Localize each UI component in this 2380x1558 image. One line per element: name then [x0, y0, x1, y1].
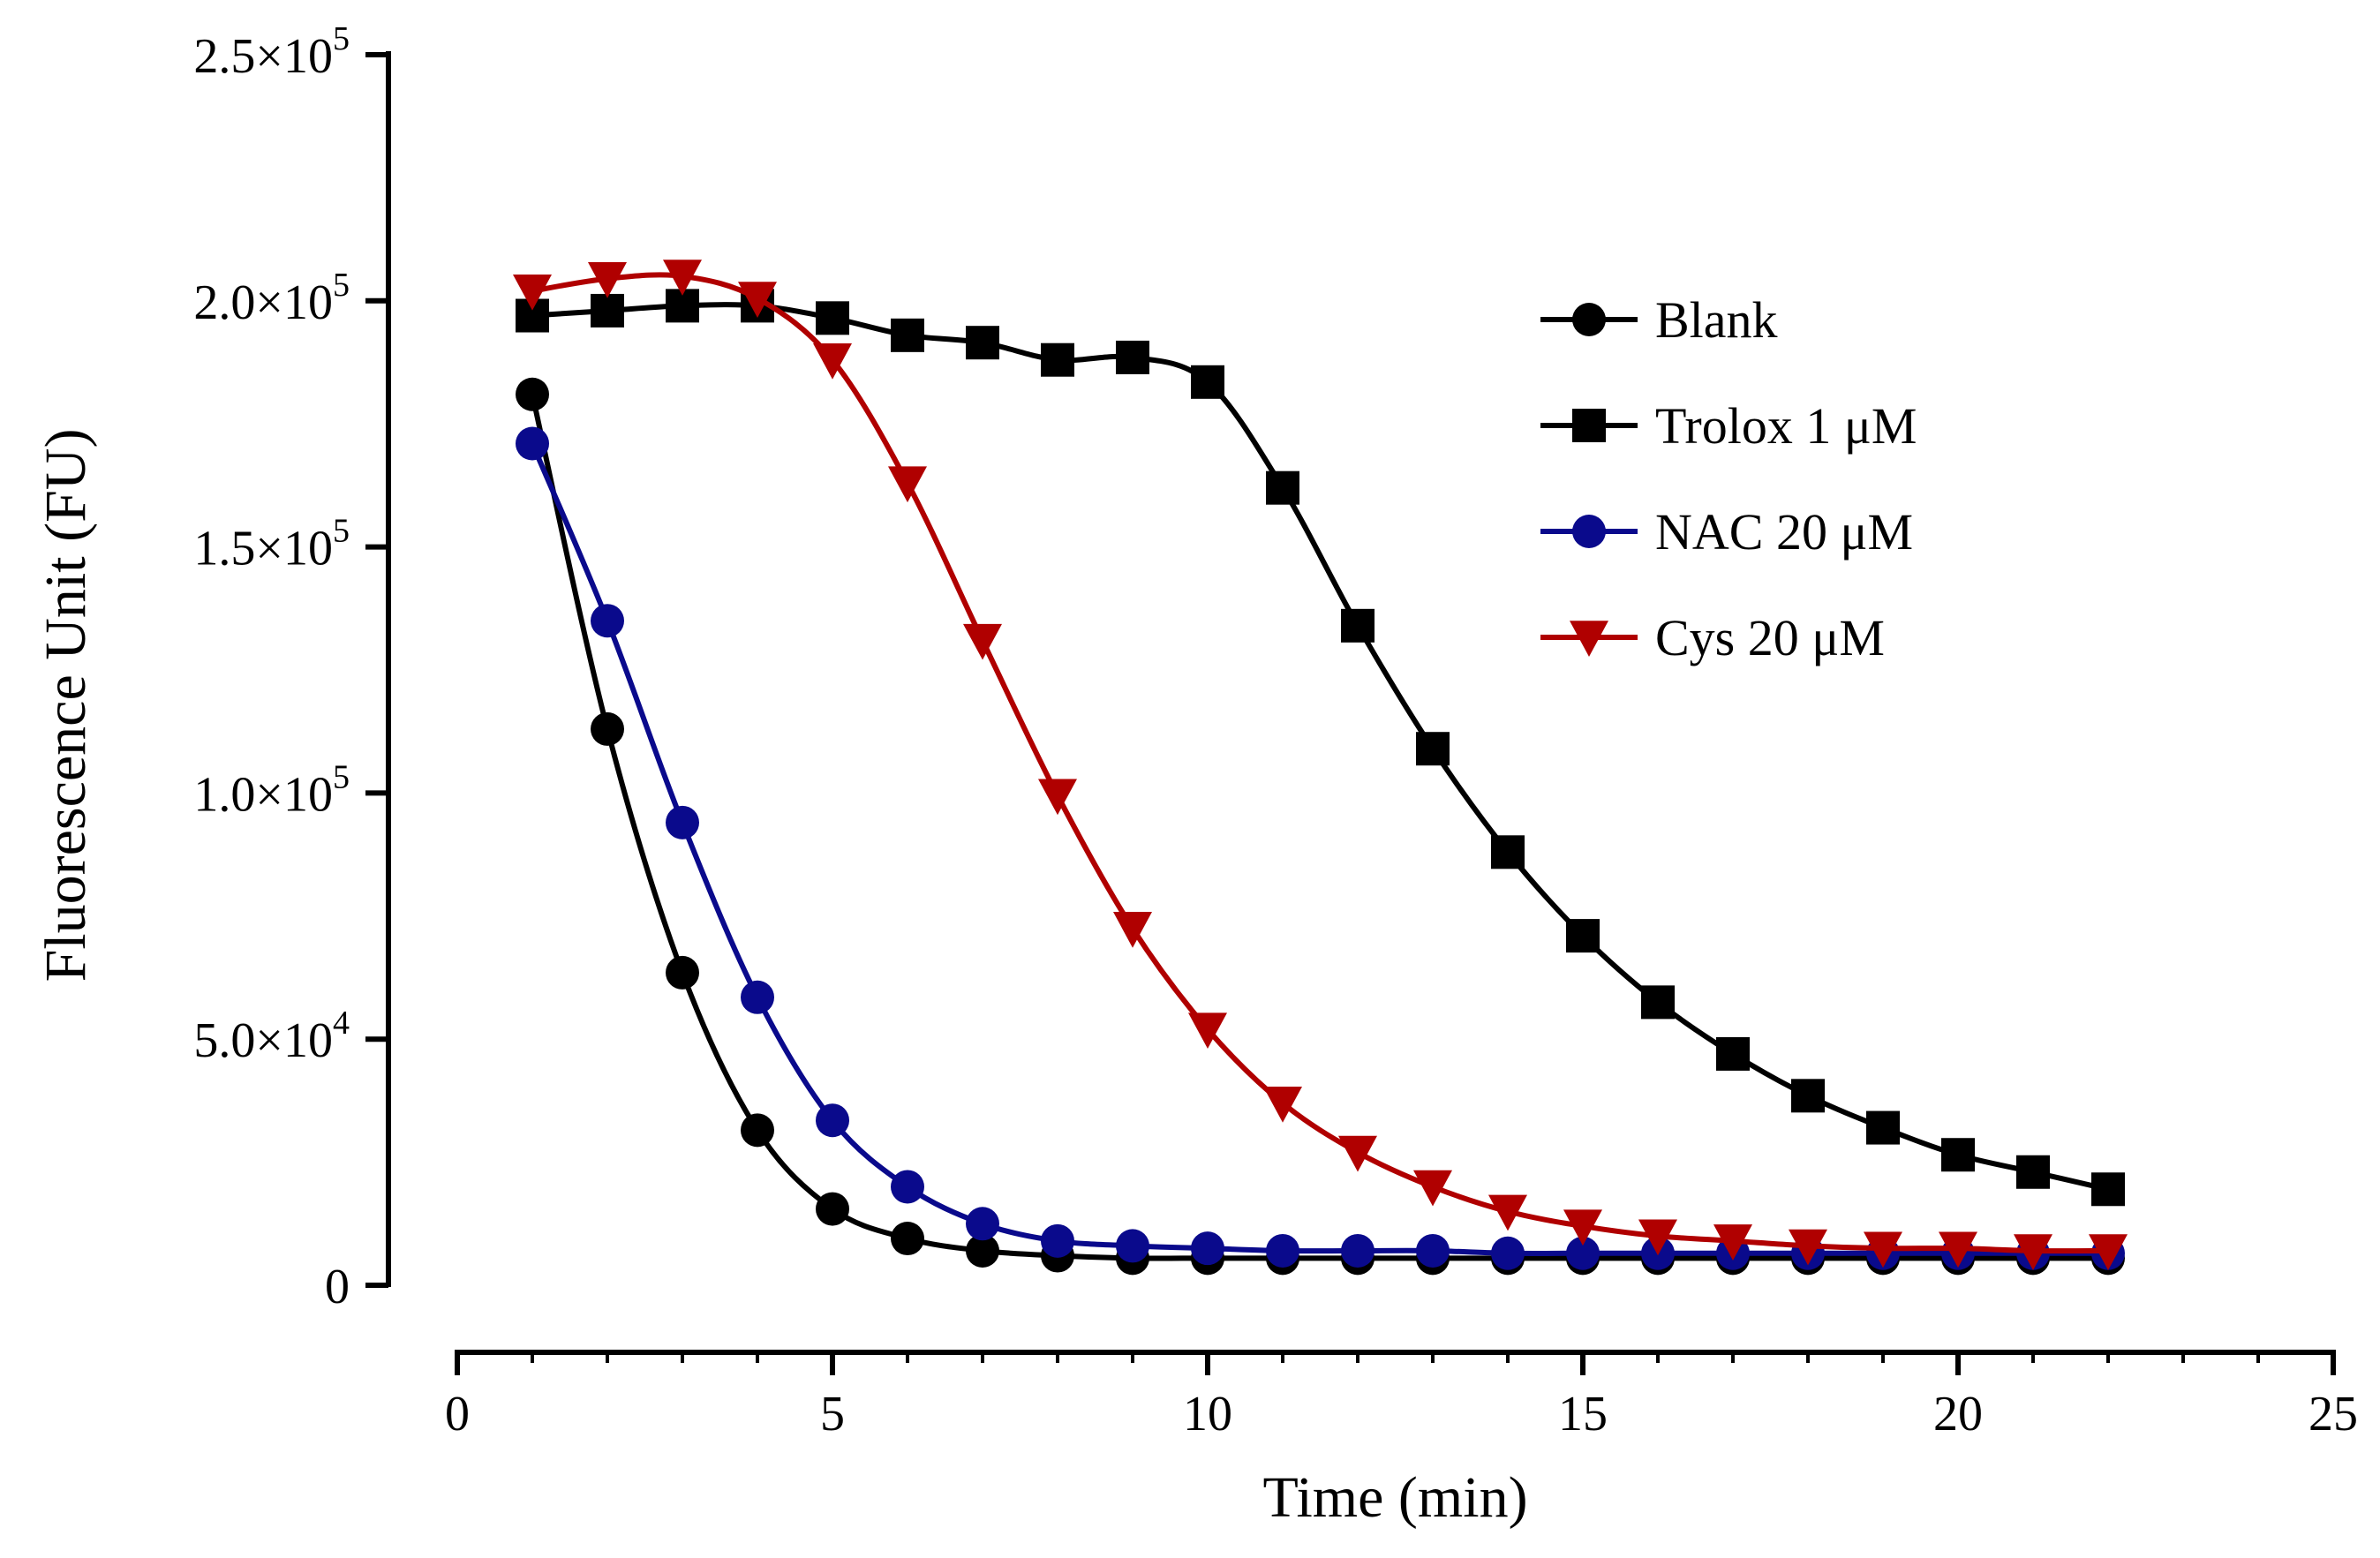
legend-item: Trolox 1 μM — [1540, 397, 1917, 455]
data-point — [1641, 985, 1675, 1020]
x-tick-label: 20 — [1933, 1387, 1983, 1441]
data-point — [1038, 779, 1077, 816]
data-point — [1789, 1229, 1827, 1266]
data-point — [1263, 1086, 1302, 1123]
y-tick-label: 1.0×105 — [193, 758, 350, 822]
data-point — [1713, 1224, 1752, 1261]
data-point — [1563, 1209, 1602, 1246]
data-point — [1416, 732, 1450, 766]
axes: 0 5.0×104 1.0×105 1.5×105 2.0×105 2.5×105 0 5 10… — [34, 20, 2358, 1530]
data-point — [816, 1103, 849, 1138]
data-point — [1566, 919, 1600, 953]
data-point — [888, 466, 927, 503]
series-3 — [516, 426, 2125, 1270]
data-point — [1939, 1231, 1977, 1268]
y-tick-label: 2.5×105 — [193, 20, 350, 84]
data-point — [588, 262, 627, 298]
data-point — [1941, 1138, 1975, 1172]
data-point — [1791, 1079, 1825, 1113]
x-tick-label: 5 — [820, 1387, 845, 1441]
data-point — [1266, 470, 1299, 505]
legend-item: NAC 20 μM — [1540, 503, 1913, 561]
data-point — [1191, 365, 1224, 399]
legend-marker — [1572, 303, 1606, 336]
legend-marker — [1572, 515, 1606, 548]
data-point — [1491, 835, 1525, 869]
data-point — [741, 980, 774, 1014]
data-point — [1413, 1170, 1452, 1207]
data-point — [516, 377, 549, 411]
y-axis-title: Fluorescence Unit (FU) — [34, 429, 98, 982]
y-tick-label: 5.0×104 — [193, 1005, 350, 1068]
data-point — [1113, 912, 1152, 948]
data-point — [1338, 1135, 1377, 1172]
data-point — [1488, 1194, 1527, 1231]
data-point — [1566, 1236, 1600, 1270]
data-point — [891, 318, 924, 352]
data-point — [591, 293, 624, 327]
data-point — [2089, 1234, 2128, 1270]
data-point — [1188, 1012, 1227, 1050]
legend-marker — [1570, 621, 1608, 657]
legend-marker — [1572, 409, 1606, 442]
data-point — [1041, 342, 1074, 377]
data-point — [1116, 1229, 1149, 1263]
series-layer — [513, 260, 2128, 1276]
x-tick-label: 0 — [445, 1387, 470, 1441]
legend-label: Trolox 1 μM — [1655, 397, 1917, 455]
data-point — [741, 1113, 774, 1148]
x-tick-label: 15 — [1558, 1387, 1608, 1441]
data-point — [738, 282, 777, 319]
y-tick-label: 0 — [325, 1260, 350, 1314]
data-point — [516, 426, 549, 461]
legend-label: Cys 20 μM — [1655, 609, 1885, 666]
data-point — [666, 955, 699, 990]
legend-item: Cys 20 μM — [1540, 609, 1885, 666]
data-point — [891, 1170, 924, 1204]
data-point — [1191, 1231, 1224, 1266]
data-point — [891, 1222, 924, 1256]
data-point — [591, 604, 624, 638]
data-point — [816, 1192, 849, 1226]
data-point — [2014, 1234, 2052, 1270]
x-tick-label: 10 — [1183, 1387, 1232, 1441]
data-point — [816, 301, 849, 335]
data-point — [1716, 1036, 1750, 1071]
data-point — [963, 623, 1002, 660]
data-point — [966, 1233, 999, 1268]
data-point — [1266, 1233, 1299, 1268]
data-point — [1866, 1110, 1900, 1145]
legend: Blank Trolox 1 μM NAC 20 μM Cys 20 μM — [1540, 291, 1917, 666]
data-point — [1041, 1223, 1074, 1258]
legend-label: Blank — [1655, 291, 1778, 349]
data-point — [966, 326, 999, 360]
legend-item: Blank — [1540, 291, 1778, 349]
data-point — [1638, 1219, 1677, 1256]
series-4 — [513, 260, 2128, 1270]
data-point — [1864, 1231, 1902, 1268]
data-point — [666, 805, 699, 839]
data-point — [1341, 1233, 1375, 1268]
y-tick-label: 1.5×105 — [193, 513, 350, 576]
y-tick-label: 2.0×105 — [193, 267, 350, 330]
data-point — [1416, 1233, 1450, 1268]
data-point — [663, 260, 702, 296]
data-point — [1491, 1236, 1525, 1270]
data-point — [2016, 1155, 2050, 1189]
data-point — [2091, 1172, 2125, 1207]
x-tick-label: 25 — [2308, 1387, 2358, 1441]
legend-label: NAC 20 μM — [1655, 503, 1913, 561]
data-point — [513, 274, 552, 311]
data-point — [813, 343, 852, 380]
x-axis-title: Time (min) — [1262, 1465, 1527, 1530]
data-point — [1341, 608, 1375, 643]
data-point — [591, 711, 624, 746]
data-point — [1116, 340, 1149, 374]
data-point — [966, 1207, 999, 1241]
